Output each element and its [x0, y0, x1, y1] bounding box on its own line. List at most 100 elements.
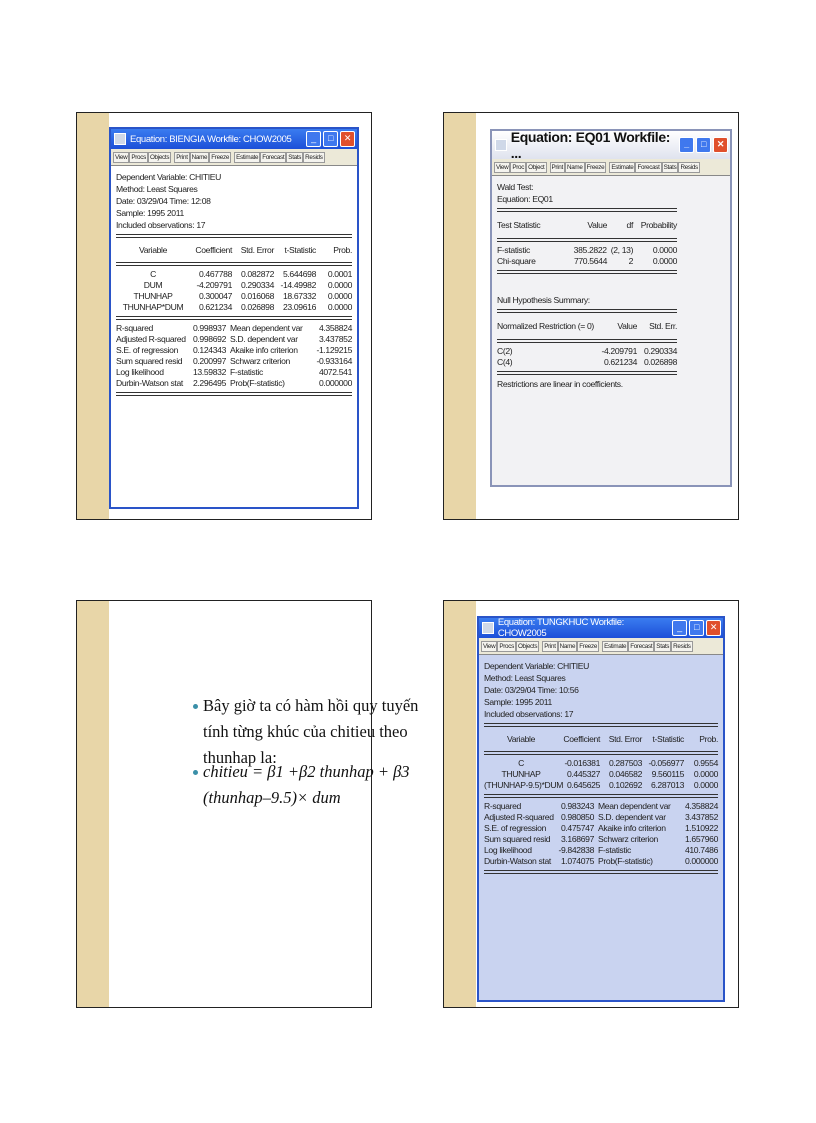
- stat-row: R-squared 0.998937 Mean dependent var 4.358…: [116, 323, 352, 334]
- toolbar-button-estimate[interactable]: Estimate: [602, 640, 629, 652]
- toolbar-button-print[interactable]: Print: [174, 151, 190, 163]
- stat-cell: F-statistic: [598, 845, 631, 855]
- toolbar-button-estimate[interactable]: Estimate: [234, 151, 261, 163]
- toolbar-button-forecast[interactable]: Forecast: [635, 161, 662, 173]
- close-button[interactable]: ✕: [706, 620, 721, 636]
- table-cell: 0.9554: [693, 758, 719, 768]
- header-line: Method: Least Squares: [116, 184, 198, 194]
- formula-text: chitieu = β1 +β2 thunhap + β3 (thunhap–9…: [203, 762, 410, 807]
- toolbar-button-forecast[interactable]: Forecast: [628, 640, 655, 652]
- test-header-row-cell: df: [626, 220, 634, 230]
- stat-cell: 3.437852: [318, 334, 352, 344]
- toolbar-button-objects[interactable]: Objects: [515, 640, 540, 652]
- stat-cell: Log likelihood: [116, 367, 164, 377]
- toolbar-button-stats[interactable]: Stats: [661, 161, 679, 173]
- slide-strip: [444, 601, 476, 1007]
- toolbar-button-proc[interactable]: Proc: [510, 161, 527, 173]
- toolbar-button-procs[interactable]: Procs: [497, 640, 516, 652]
- table-cell: DUM: [143, 280, 163, 290]
- toolbar-button-procs[interactable]: Procs: [129, 151, 148, 163]
- stat-cell: F-statistic: [230, 367, 263, 377]
- toolbar-button-stats[interactable]: Stats: [654, 640, 672, 652]
- stat-cell: 410.7486: [684, 845, 718, 855]
- test-row-cell: 2: [628, 256, 634, 266]
- toolbar-button-resids[interactable]: Resids: [303, 151, 325, 163]
- null-header-row: Normalized Restriction (= 0) Value Std. Er…: [497, 316, 677, 336]
- toolbar-button-freeze[interactable]: Freeze: [584, 161, 607, 173]
- table-cell: 18.67332: [282, 291, 316, 301]
- stat-cell: Adjusted R-squared: [484, 812, 554, 822]
- toolbar-button-print[interactable]: Print: [542, 640, 558, 652]
- stat-cell: Akaike info criterion: [598, 823, 666, 833]
- window-title: Equation: BIENGIA Workfile: CHOW2005: [130, 133, 292, 145]
- bullet-text: Bây giờ ta có hàm hồi quy tuyến tính từn…: [203, 696, 419, 767]
- window-controls: _ □ ✕: [679, 137, 730, 153]
- results-body: Wald Test: Equation: EQ01 Test Statistic Va…: [492, 176, 682, 395]
- results-body: Dependent Variable: CHITIEU Method: Least…: [479, 655, 723, 882]
- toolbar-button-freeze[interactable]: Freeze: [577, 640, 600, 652]
- null-row-cell: -4.209791: [601, 346, 637, 356]
- toolbar-button-view[interactable]: View: [113, 151, 130, 163]
- stat-cell: 4.358824: [684, 801, 718, 811]
- table-cell: C: [518, 758, 524, 768]
- table-cell: -4.209791: [196, 280, 232, 290]
- results-body: Dependent Variable: CHITIEU Method: Least…: [111, 166, 357, 404]
- toolbar-button-print[interactable]: Print: [549, 161, 565, 173]
- minimize-button[interactable]: _: [306, 131, 321, 147]
- maximize-button[interactable]: □: [323, 131, 338, 147]
- stat-cell: Akaike info criterion: [230, 345, 298, 355]
- column-header: t-Statistic: [284, 245, 317, 255]
- toolbar-button-object[interactable]: Object: [526, 161, 547, 173]
- column-header: Prob.: [333, 245, 352, 255]
- column-header: Coefficient: [563, 734, 600, 744]
- column-header: t-Statistic: [652, 734, 685, 744]
- slide-4: Equation: TUNGKHUC Workfile: CHOW2005 _ □ ✕…: [443, 600, 739, 1008]
- toolbar-button-freeze[interactable]: Freeze: [209, 151, 232, 163]
- divider: [116, 234, 352, 238]
- bullet-item: chitieu = β1 +β2 thunhap + β3 (thunhap–9…: [193, 759, 443, 811]
- stat-cell: Prob(F-statistic): [598, 856, 653, 866]
- toolbar-button-objects[interactable]: Objects: [147, 151, 172, 163]
- toolbar-button-name[interactable]: Name: [557, 640, 578, 652]
- minimize-button[interactable]: _: [679, 137, 694, 153]
- toolbar-button-name[interactable]: Name: [189, 151, 210, 163]
- bullet-icon: [193, 770, 198, 775]
- table-row: THUNHAP 0.300047 0.016068 18.67332 0.0000: [116, 291, 352, 302]
- toolbar-button-estimate[interactable]: Estimate: [609, 161, 636, 173]
- divider: [497, 309, 677, 313]
- test-row-cell: Chi-square: [497, 256, 536, 266]
- toolbar-button-stats[interactable]: Stats: [286, 151, 304, 163]
- test-row-cell: 385.2822: [573, 245, 607, 255]
- toolbar-button-view[interactable]: View: [481, 640, 498, 652]
- column-header-row: Variable Coefficient Std. Error t-Statistic…: [116, 241, 352, 259]
- minimize-button[interactable]: _: [672, 620, 687, 636]
- divider: [497, 371, 677, 375]
- toolbar-button-view[interactable]: View: [494, 161, 511, 173]
- window-controls: _ □ ✕: [306, 131, 357, 147]
- null-row-cell: 0.290334: [643, 346, 677, 356]
- divider: [484, 723, 718, 727]
- stat-cell: Durbin-Watson stat: [116, 378, 183, 388]
- table-cell: C: [150, 269, 156, 279]
- toolbar-button-resids[interactable]: Resids: [671, 640, 693, 652]
- close-button[interactable]: ✕: [340, 131, 355, 147]
- header-line: Wald Test:: [497, 182, 534, 192]
- stat-cell: S.E. of regression: [116, 345, 179, 355]
- toolbar-button-resids[interactable]: Resids: [678, 161, 700, 173]
- toolbar-button-name[interactable]: Name: [564, 161, 585, 173]
- maximize-button[interactable]: □: [689, 620, 704, 636]
- maximize-button[interactable]: □: [696, 137, 711, 153]
- table-cell: 0.026898: [240, 302, 274, 312]
- null-header-row-cell: Std. Err.: [649, 321, 677, 331]
- null-row: C(2) -4.209791 0.290334: [497, 346, 677, 357]
- title-bar: Equation: EQ01 Workfile: ... _ □ ✕: [492, 129, 730, 161]
- toolbar-button-forecast[interactable]: Forecast: [260, 151, 287, 163]
- table-cell: THUNHAP: [133, 291, 173, 301]
- table-cell: 0.102692: [608, 780, 642, 790]
- stat-cell: 1.510922: [684, 823, 718, 833]
- stat-cell: 0.998937: [192, 323, 226, 333]
- close-button[interactable]: ✕: [713, 137, 728, 153]
- slide-1: Equation: BIENGIA Workfile: CHOW2005 _ □ ✕ V…: [76, 112, 372, 520]
- test-header-row-cell: Value: [587, 220, 607, 230]
